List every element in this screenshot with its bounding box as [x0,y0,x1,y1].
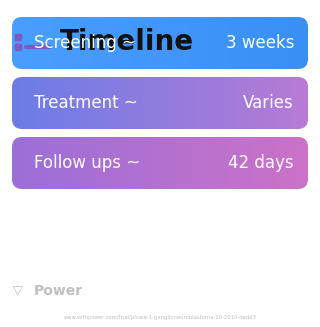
FancyBboxPatch shape [12,77,308,129]
FancyBboxPatch shape [12,137,308,189]
Text: Treatment ~: Treatment ~ [34,94,138,112]
FancyBboxPatch shape [12,17,308,69]
Text: 3 weeks: 3 weeks [226,34,294,52]
Text: www.withpower.com/trial/phase-1-ganglioneuroblastoma-10-2014-dedd3: www.withpower.com/trial/phase-1-ganglion… [64,315,256,319]
Text: ▽: ▽ [13,284,23,298]
Text: Power: Power [34,284,83,298]
Text: Screening ~: Screening ~ [34,34,136,52]
Text: Timeline: Timeline [60,28,194,56]
Text: Varies: Varies [243,94,294,112]
Text: Follow ups ~: Follow ups ~ [34,154,140,172]
Text: 42 days: 42 days [228,154,294,172]
